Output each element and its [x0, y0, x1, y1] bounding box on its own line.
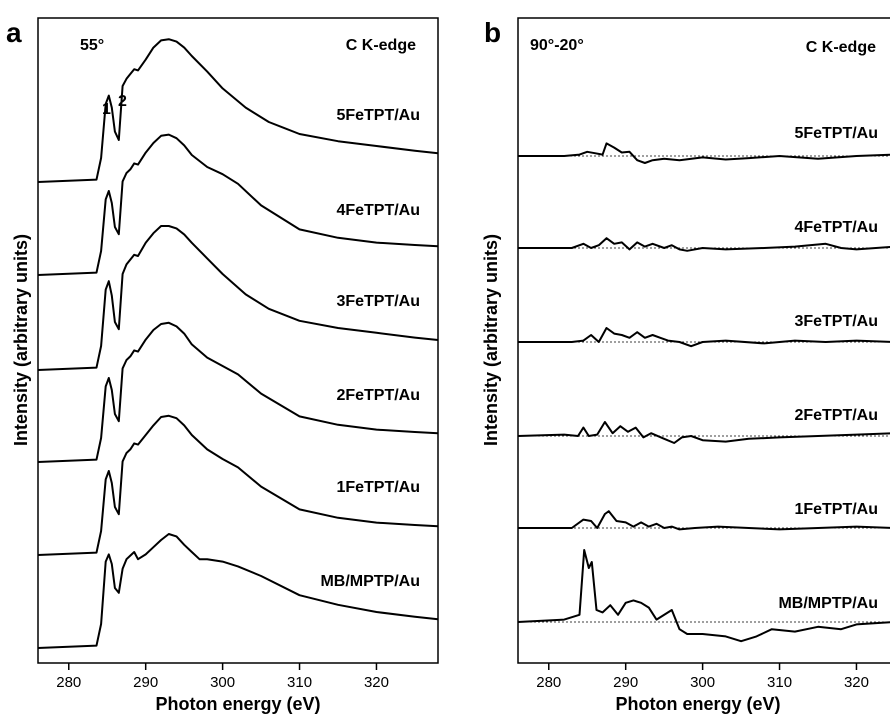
- series-label-a-4: 1FeTPT/Au: [336, 479, 420, 496]
- y-axis-title-b: Intensity (arbitrary units): [481, 234, 501, 446]
- plot-frame-a: [37, 17, 439, 664]
- series-label-b-0: 5FeTPT/Au: [794, 125, 878, 142]
- panel-a: a 55° C K-edge 1 2 280 290 300 310 320 5FeTP…: [6, 17, 439, 714]
- angle-label-b: 90°-20°: [530, 37, 584, 54]
- panel-letter-b: b: [484, 17, 501, 48]
- series-line-a-0: [37, 38, 439, 183]
- series-group-a: 5FeTPT/Au 4FeTPT/Au 3FeTPT/Au 2FeTPT/Au 1FeT…: [37, 38, 439, 649]
- series-line-a-3: [37, 321, 439, 463]
- x-tick-label-a-300: 300: [210, 674, 235, 691]
- x-tick-label-b-290: 290: [613, 674, 638, 691]
- x-axis-title-b: Photon energy (eV): [615, 694, 780, 714]
- x-tick-label-a-280: 280: [56, 674, 81, 691]
- angle-label-a: 55°: [80, 37, 104, 54]
- series-label-b-3: 2FeTPT/Au: [794, 407, 878, 424]
- plot-frame-b: [517, 17, 890, 664]
- series-label-b-4: 1FeTPT/Au: [794, 501, 878, 518]
- panel-letter-a: a: [6, 17, 22, 48]
- x-ticks-a: 280 290 300 310 320: [56, 663, 389, 691]
- x-tick-label-b-310: 310: [767, 674, 792, 691]
- x-tick-label-b-280: 280: [536, 674, 561, 691]
- series-label-a-5: MB/MPTP/Au: [320, 573, 420, 590]
- series-line-a-2: [37, 225, 439, 371]
- series-label-a-3: 2FeTPT/Au: [336, 387, 420, 404]
- edge-label-b: C K-edge: [806, 39, 876, 56]
- x-tick-label-b-300: 300: [690, 674, 715, 691]
- series-line-b-2: [518, 327, 890, 348]
- series-label-b-1: 4FeTPT/Au: [794, 219, 878, 236]
- series-line-b-1: [518, 237, 890, 252]
- series-line-b-4: [518, 510, 890, 531]
- series-line-b-5: [517, 549, 890, 643]
- x-ticks-b: 280 290 300 310 320: [536, 663, 869, 691]
- x-tick-label-a-290: 290: [133, 674, 158, 691]
- peak-label-1: 1: [102, 101, 111, 118]
- series-line-b-3: [517, 421, 890, 444]
- series-label-a-1: 4FeTPT/Au: [336, 202, 420, 219]
- series-line-a-4: [37, 414, 439, 556]
- series-line-b-0: [518, 142, 890, 164]
- x-tick-label-a-310: 310: [287, 674, 312, 691]
- series-label-a-0: 5FeTPT/Au: [336, 107, 420, 124]
- series-group-b: 5FeTPT/Au 4FeTPT/Au 3FeTPT/Au 2FeTPT/Au 1FeT…: [517, 125, 890, 643]
- series-label-b-5: MB/MPTP/Au: [778, 595, 878, 612]
- edge-label-a: C K-edge: [346, 37, 416, 54]
- series-label-a-2: 3FeTPT/Au: [336, 293, 420, 310]
- x-tick-label-a-320: 320: [364, 674, 389, 691]
- x-tick-label-b-320: 320: [844, 674, 869, 691]
- x-axis-title-a: Photon energy (eV): [155, 694, 320, 714]
- series-line-a-1: [37, 133, 439, 276]
- y-axis-title-a: Intensity (arbitrary units): [11, 234, 31, 446]
- series-line-a-5: [37, 533, 439, 649]
- panel-b: b 90°-20° C K-edge 280 290 300 310 320 5FeTP…: [481, 17, 890, 714]
- series-label-b-2: 3FeTPT/Au: [794, 313, 878, 330]
